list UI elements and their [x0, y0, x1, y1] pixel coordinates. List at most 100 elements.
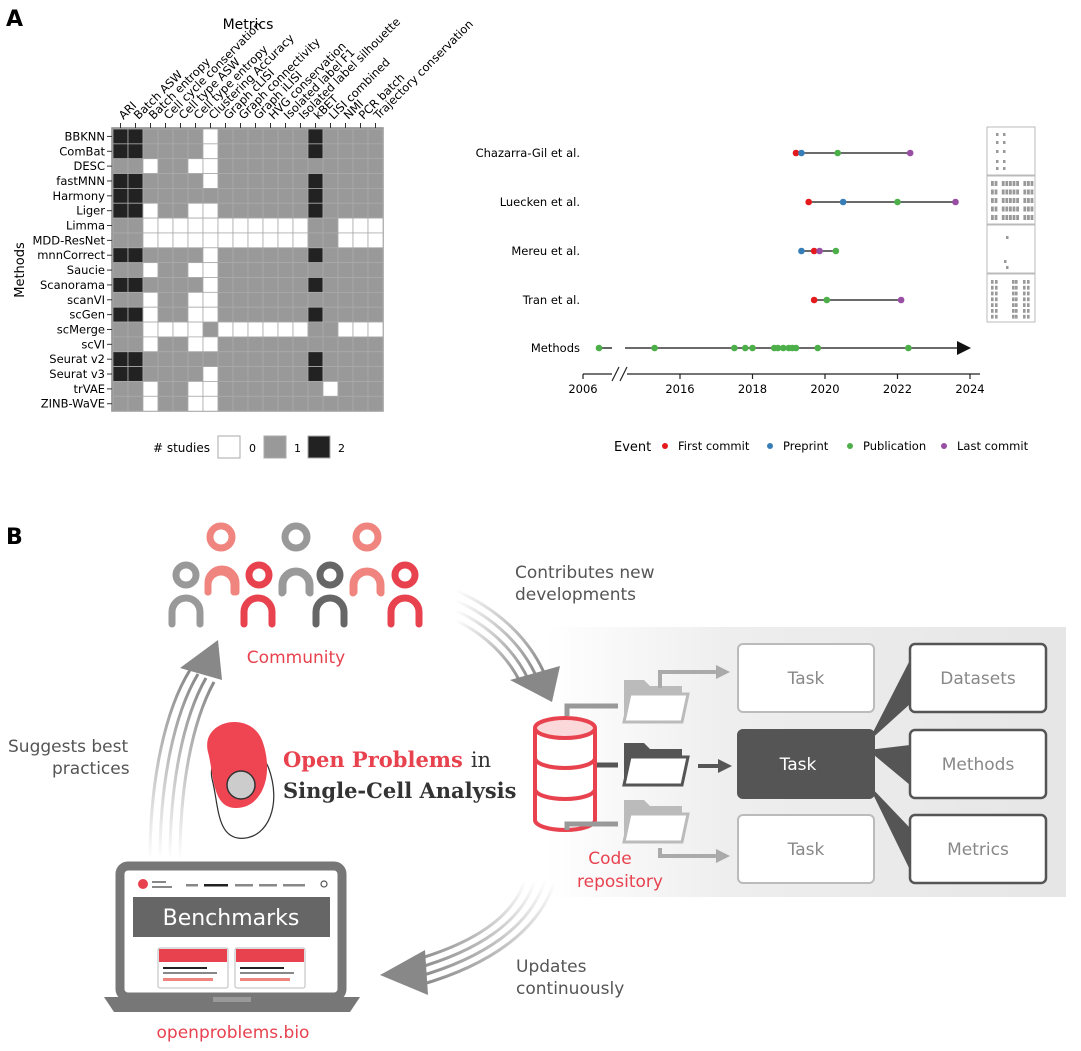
heatmap-cell [112, 158, 129, 174]
heatmap-cell [112, 366, 129, 382]
heatmap-cell [247, 143, 264, 160]
thumb-dot [1023, 314, 1026, 319]
heatmap-cell [202, 291, 219, 308]
folder-icon-3 [622, 800, 690, 844]
thumb-dot [1009, 206, 1012, 212]
heatmap-cell [172, 217, 189, 234]
heatmap-cell [232, 232, 249, 249]
heatmap-cell [277, 217, 294, 234]
heatmap-cell [127, 158, 144, 174]
method-publication-point [651, 344, 658, 352]
suggests-label-2: practices [52, 759, 130, 779]
event-point [792, 149, 800, 157]
thumb-dot [995, 309, 998, 313]
thumb-dot [1023, 280, 1026, 284]
heatmap-cell [307, 173, 324, 189]
heatmap-cell [337, 381, 354, 397]
thumb-dot [1023, 309, 1026, 313]
heatmap-cell [367, 217, 384, 234]
heatmap-cell [307, 143, 324, 160]
heatmap-cell [142, 395, 159, 412]
event-legend: Event First commit Preprint Publication Las… [614, 439, 1029, 455]
heatmap-cell [277, 336, 294, 353]
study-label: Mereu et al. [511, 244, 580, 258]
heatmap-cell [367, 366, 384, 382]
event-point [810, 247, 818, 255]
heatmap-cell [247, 395, 264, 412]
heatmap-cell [292, 158, 309, 174]
thumb-dot [1016, 198, 1019, 203]
method-label: Seurat v3 [49, 367, 105, 381]
heatmap-legend: # studies 0 1 2 [153, 435, 345, 459]
heatmap-cell [367, 381, 384, 397]
heatmap-cell [127, 128, 144, 145]
heatmap-cell [232, 217, 249, 234]
heatmap-cell [217, 247, 234, 264]
thumb-dot [1016, 181, 1019, 186]
heatmap-cell [352, 262, 369, 278]
event-point [839, 198, 847, 206]
metrics-label: Metrics [947, 840, 1009, 860]
heatmap-cell [337, 158, 354, 174]
thumb-dot [991, 280, 994, 284]
thumb-dot [1004, 260, 1007, 263]
heatmap-cell [292, 321, 309, 338]
axis-break-1 [611, 366, 620, 382]
thumb-dot [1012, 309, 1015, 313]
updates-arrowhead [380, 950, 428, 995]
heatmap-cell [277, 247, 294, 264]
heatmap-cell [352, 187, 369, 204]
thumb-dot [1001, 206, 1005, 212]
event-point [834, 149, 841, 157]
heatmap-cell [157, 187, 174, 204]
heatmap-cell [217, 173, 234, 189]
thumb-dot [1001, 198, 1005, 203]
heatmap-cell [337, 262, 354, 278]
heatmap-cell [187, 351, 204, 368]
heatmap-cell [337, 128, 354, 145]
heatmap-cell [127, 381, 144, 397]
heatmap-cell [307, 321, 324, 338]
thumb-dot [991, 314, 994, 319]
heatmap-cell [142, 143, 159, 160]
heatmap-cell [172, 381, 189, 397]
thumb-dot [1027, 206, 1030, 212]
heatmap-cell [247, 366, 264, 382]
heatmap-cell [172, 321, 189, 338]
thumb-dot [1027, 291, 1030, 296]
heatmap-cell [172, 232, 189, 249]
heatmap-cell [292, 277, 309, 293]
laptop-icon: Benchmarks [104, 861, 360, 1012]
heatmap-cell [277, 366, 294, 382]
thumb-dot [1023, 189, 1027, 195]
heatmap-cell [337, 232, 354, 249]
method-publication-point [731, 344, 738, 352]
heatmap-cell [337, 173, 354, 189]
heatmap-cell [112, 217, 129, 234]
event-legend-swatch [767, 443, 773, 449]
heatmap-cell [292, 381, 309, 397]
heatmap-cell [142, 247, 159, 264]
thumb-dot [991, 309, 994, 313]
axis-break-2 [619, 366, 628, 382]
thumb-dot [1016, 189, 1019, 195]
methods-row-label: Methods [531, 341, 580, 355]
heatmap-cell [127, 306, 144, 323]
heatmap-cell [112, 306, 129, 323]
study-label: Chazarra-Gil et al. [476, 146, 580, 160]
panel-b-label: B [6, 525, 23, 550]
heatmap-cell [202, 173, 219, 189]
method-publication-point [792, 344, 800, 352]
logo-title-line1: Open Problems in [283, 747, 491, 772]
thumb-dot [996, 167, 999, 170]
heatmap-cell [217, 351, 234, 368]
heatmap-cell [172, 291, 189, 308]
thumb-dot [1015, 285, 1018, 290]
thumb-dot [1009, 181, 1012, 186]
thumb-dot [1030, 198, 1034, 203]
heatmap-cell [262, 336, 279, 353]
heatmap-cell [337, 336, 354, 353]
heatmap-cell [262, 173, 279, 189]
event-point [897, 296, 905, 304]
website-label: openproblems.bio [157, 1023, 310, 1043]
